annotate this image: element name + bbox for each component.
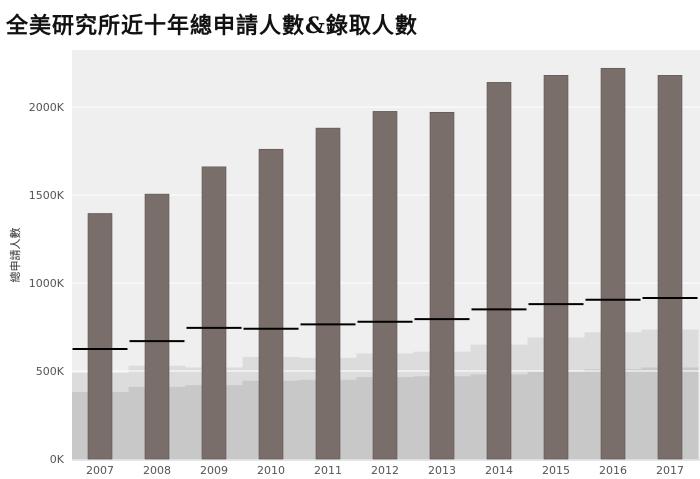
bars-group [87,67,683,460]
bar [657,75,683,460]
x-tick-label: 2013 [428,464,456,477]
bar [600,67,626,460]
x-tick-label: 2008 [143,464,171,477]
bar [144,193,170,460]
x-tick-label: 2012 [371,464,399,477]
x-tick-label: 2015 [542,464,570,477]
x-axis-ticks: 2007 2008 2009 2010 2011 2012 2013 2014 2015 2016… [72,459,700,477]
bar [87,213,113,460]
x-tick-label: 2011 [314,464,342,477]
y-tick-label: 1000K [29,277,65,290]
bar [258,148,284,460]
x-tick-label: 2016 [599,464,627,477]
y-tick-label: 2000K [29,101,65,114]
bar [201,166,227,460]
bar [429,111,455,460]
chart-title: 全美研究所近十年總申請人數&錄取人數 [6,13,418,39]
y-axis-label: 總申請人數 [8,228,22,283]
y-tick-label: 1500K [29,189,65,202]
bar [372,111,398,460]
admit-line-group [72,296,698,350]
bar [543,75,569,460]
x-tick-label: 2017 [656,464,684,477]
x-tick-label: 2014 [485,464,513,477]
bar [315,127,341,460]
x-tick-label: 2009 [200,464,228,477]
bar [486,82,512,460]
x-tick-label: 2007 [86,464,114,477]
y-tick-label: 0K [50,453,65,466]
y-axis-ticks: 0K 500K 1000K 1500K 2000K [29,101,65,466]
y-tick-label: 500K [36,365,65,378]
x-tick-label: 2010 [257,464,285,477]
